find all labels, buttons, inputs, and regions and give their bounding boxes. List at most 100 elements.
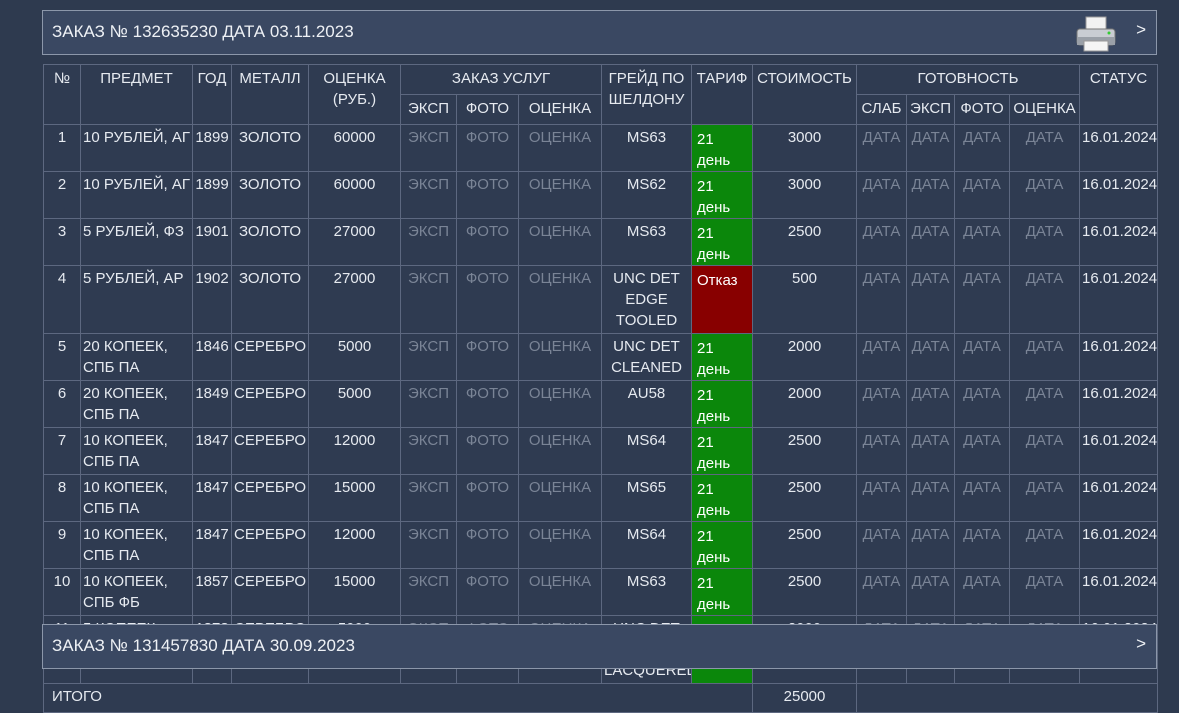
cell: ДАТА [856, 568, 908, 616]
cell: ДАТА [856, 380, 908, 428]
cell: ЭКСП [400, 427, 457, 475]
cell: ДАТА [906, 333, 956, 381]
cell: ФОТО [456, 124, 519, 172]
cell: 15000 [308, 474, 401, 522]
cell: ДАТА [1009, 474, 1081, 522]
cell: 1847 [192, 521, 232, 569]
cell: ДАТА [954, 474, 1011, 522]
total-value: 25000 [752, 683, 858, 713]
cell: ДАТА [856, 427, 908, 475]
cell: 1847 [192, 474, 232, 522]
cell: 10 КОПЕЕК, СПБ ПА [80, 474, 193, 522]
cell: 500 [752, 265, 858, 334]
cell: ДАТА [1009, 427, 1081, 475]
cell: ЗОЛОТО [231, 265, 309, 334]
cell: ДАТА [954, 427, 1011, 475]
cell: ОЦЕНКА [517, 333, 603, 381]
cell: 10 [43, 568, 81, 616]
cell: ЗОЛОТО [231, 171, 309, 219]
column-header: ОЦЕНКА [517, 94, 603, 125]
cell: ЭКСП [400, 474, 457, 522]
cell: 2 [43, 171, 81, 219]
cell: ФОТО [456, 568, 519, 616]
cell: 1849 [192, 380, 232, 428]
cell: 5000 [308, 333, 401, 381]
cell: СЕРЕБРО [231, 380, 309, 428]
cell: 20 КОПЕЕК, СПБ ПА [80, 333, 193, 381]
cell: 3 [43, 218, 81, 266]
cell: MS64 [601, 521, 693, 569]
order-table: № ПРЕДМЕТ ГОД МЕТАЛЛ ОЦЕНКА (РУБ.) ЗАКАЗ УСЛУ… [42, 64, 1159, 713]
cell: ЭКСП [400, 521, 457, 569]
column-header: ФОТО [954, 94, 1011, 125]
cell: ДАТА [1009, 568, 1081, 616]
cell: 12000 [308, 521, 401, 569]
header-row: № ПРЕДМЕТ ГОД МЕТАЛЛ ОЦЕНКА (РУБ.) ЗАКАЗ УСЛУ… [43, 64, 1159, 125]
cell: 16.01.2024 [1079, 265, 1159, 334]
column-header: № [43, 64, 81, 125]
cell: ДАТА [1009, 124, 1081, 172]
cell: 3000 [752, 171, 858, 219]
column-header: ГРЕЙД ПО ШЕЛДОНУ [601, 64, 693, 125]
cell: ДАТА [856, 265, 908, 334]
cell: ДАТА [906, 171, 956, 219]
cell: ДАТА [1009, 218, 1081, 266]
column-header: СТАТУС [1079, 64, 1159, 125]
cell: 1 [43, 124, 81, 172]
cell: ДАТА [856, 333, 908, 381]
next-order-header[interactable]: ЗАКАЗ № 131457830 ДАТА 30.09.2023 > [42, 624, 1157, 669]
expand-arrow[interactable]: > [1136, 20, 1146, 39]
data-row: 2 10 РУБЛЕЙ, АГ 1899 ЗОЛОТО 60000 ЭКСП ФОТО ОЦЕ… [43, 171, 1159, 219]
cell: 10 РУБЛЕЙ, АГ [80, 171, 193, 219]
cell: ЭКСП [400, 265, 457, 334]
cell: 21 день [691, 568, 754, 616]
cell: 2500 [752, 218, 858, 266]
cell: 60000 [308, 124, 401, 172]
cell: ЭКСП [400, 333, 457, 381]
cell: 1857 [192, 568, 232, 616]
cell: ДАТА [954, 124, 1011, 172]
column-header: ЗАКАЗ УСЛУГ [399, 64, 603, 95]
cell: ДАТА [856, 474, 908, 522]
expand-arrow[interactable]: > [1136, 634, 1146, 653]
cell: 3000 [752, 124, 858, 172]
cell: 2000 [752, 380, 858, 428]
cell: 2500 [752, 521, 858, 569]
cell: 21 день [691, 380, 754, 428]
column-header: СЛАБ [856, 94, 908, 125]
cell: 16.01.2024 [1079, 218, 1159, 266]
cell: 16.01.2024 [1079, 521, 1159, 569]
cell: MS65 [601, 474, 693, 522]
cell: ДАТА [1009, 380, 1081, 428]
cell: ДАТА [1009, 171, 1081, 219]
cell: 60000 [308, 171, 401, 219]
column-header: МЕТАЛЛ [231, 64, 309, 125]
cell: 16.01.2024 [1079, 474, 1159, 522]
cell: ФОТО [456, 521, 519, 569]
cell: 21 день [691, 124, 754, 172]
cell: ДАТА [906, 521, 956, 569]
cell: ФОТО [456, 380, 519, 428]
column-header: СТОИМОСТЬ [752, 64, 858, 125]
column-header: ОЦЕНКА [1009, 94, 1081, 125]
cell: 10 РУБЛЕЙ, АГ [80, 124, 193, 172]
order-title: ЗАКАЗ № 132635230 ДАТА 03.11.2023 [52, 22, 354, 41]
cell: 4 [43, 265, 81, 334]
cell: 21 день [691, 521, 754, 569]
cell: 1847 [192, 427, 232, 475]
cell: ДАТА [954, 333, 1011, 381]
cell: 1901 [192, 218, 232, 266]
cell: ФОТО [456, 427, 519, 475]
order-header[interactable]: ЗАКАЗ № 132635230 ДАТА 03.11.2023 > [42, 10, 1157, 55]
printer-icon[interactable] [1074, 15, 1118, 53]
cell: 2500 [752, 474, 858, 522]
cell: 5 [43, 333, 81, 381]
cell: 16.01.2024 [1079, 171, 1159, 219]
column-header: ПРЕДМЕТ [80, 64, 193, 125]
cell: ФОТО [456, 474, 519, 522]
total-row: ИТОГО 25000 [42, 683, 1159, 713]
cell: ОЦЕНКА [517, 171, 603, 219]
cell: ДАТА [1009, 265, 1081, 334]
data-row: 6 20 КОПЕЕК, СПБ ПА 1849 СЕРЕБРО 5000 ЭКСП ФОТ… [43, 380, 1159, 428]
